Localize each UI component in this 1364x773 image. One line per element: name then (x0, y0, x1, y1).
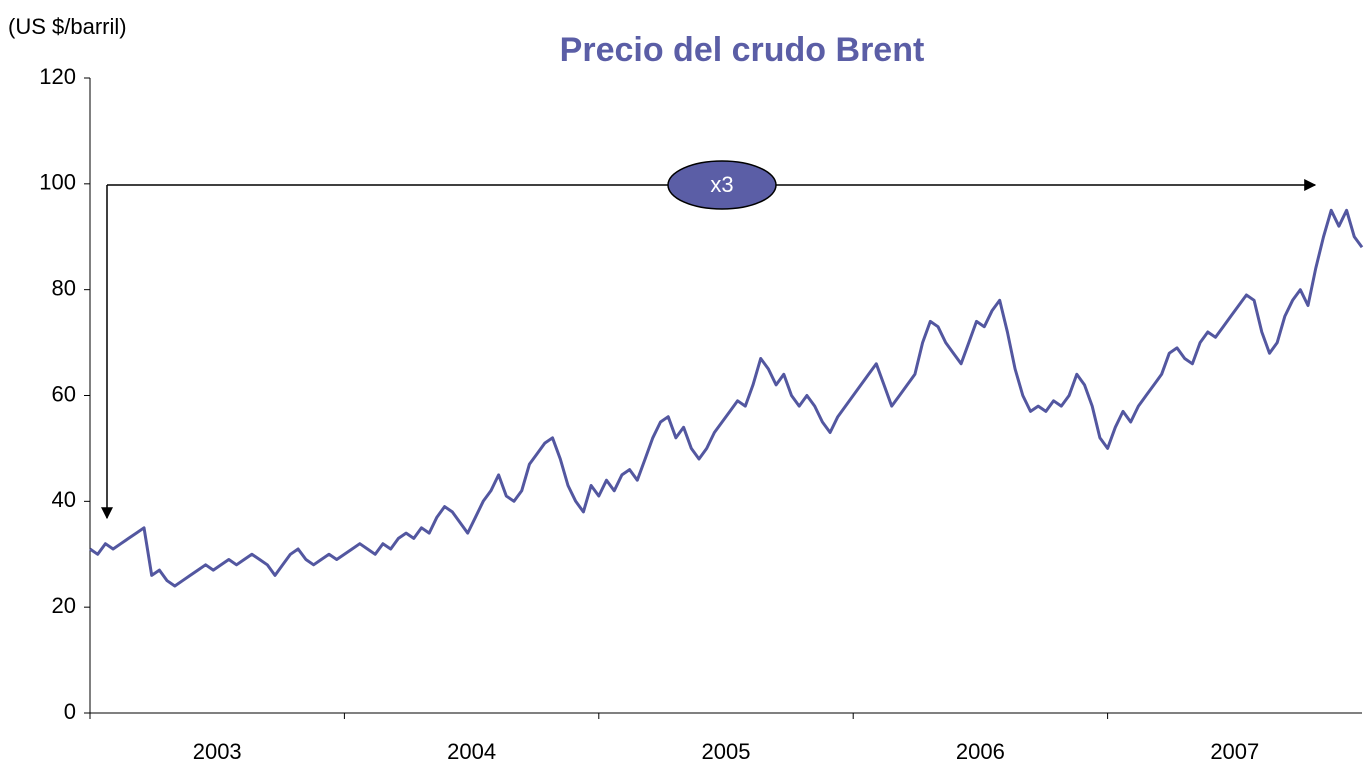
y-axis-label: (US $/barril) (8, 14, 127, 39)
y-tick-label: 0 (64, 699, 76, 724)
y-tick-label: 80 (52, 275, 76, 300)
x-tick-label: 2004 (447, 739, 496, 764)
y-tick-label: 120 (39, 64, 76, 89)
chart-title: Precio del crudo Brent (560, 31, 925, 69)
annotation-arrow (101, 160, 1317, 520)
y-tick-label: 40 (52, 487, 76, 512)
x-tick-label: 2006 (956, 739, 1005, 764)
annotation: x3 (710, 172, 733, 197)
x-tick-label: 2007 (1210, 739, 1259, 764)
x-tick-label: 2003 (193, 739, 242, 764)
x-tick-label: 2005 (702, 739, 751, 764)
y-tick-label: 100 (39, 170, 76, 195)
line (89, 208, 1364, 588)
y-tick-label: 60 (52, 381, 76, 406)
y-tick-label: 20 (52, 593, 76, 618)
